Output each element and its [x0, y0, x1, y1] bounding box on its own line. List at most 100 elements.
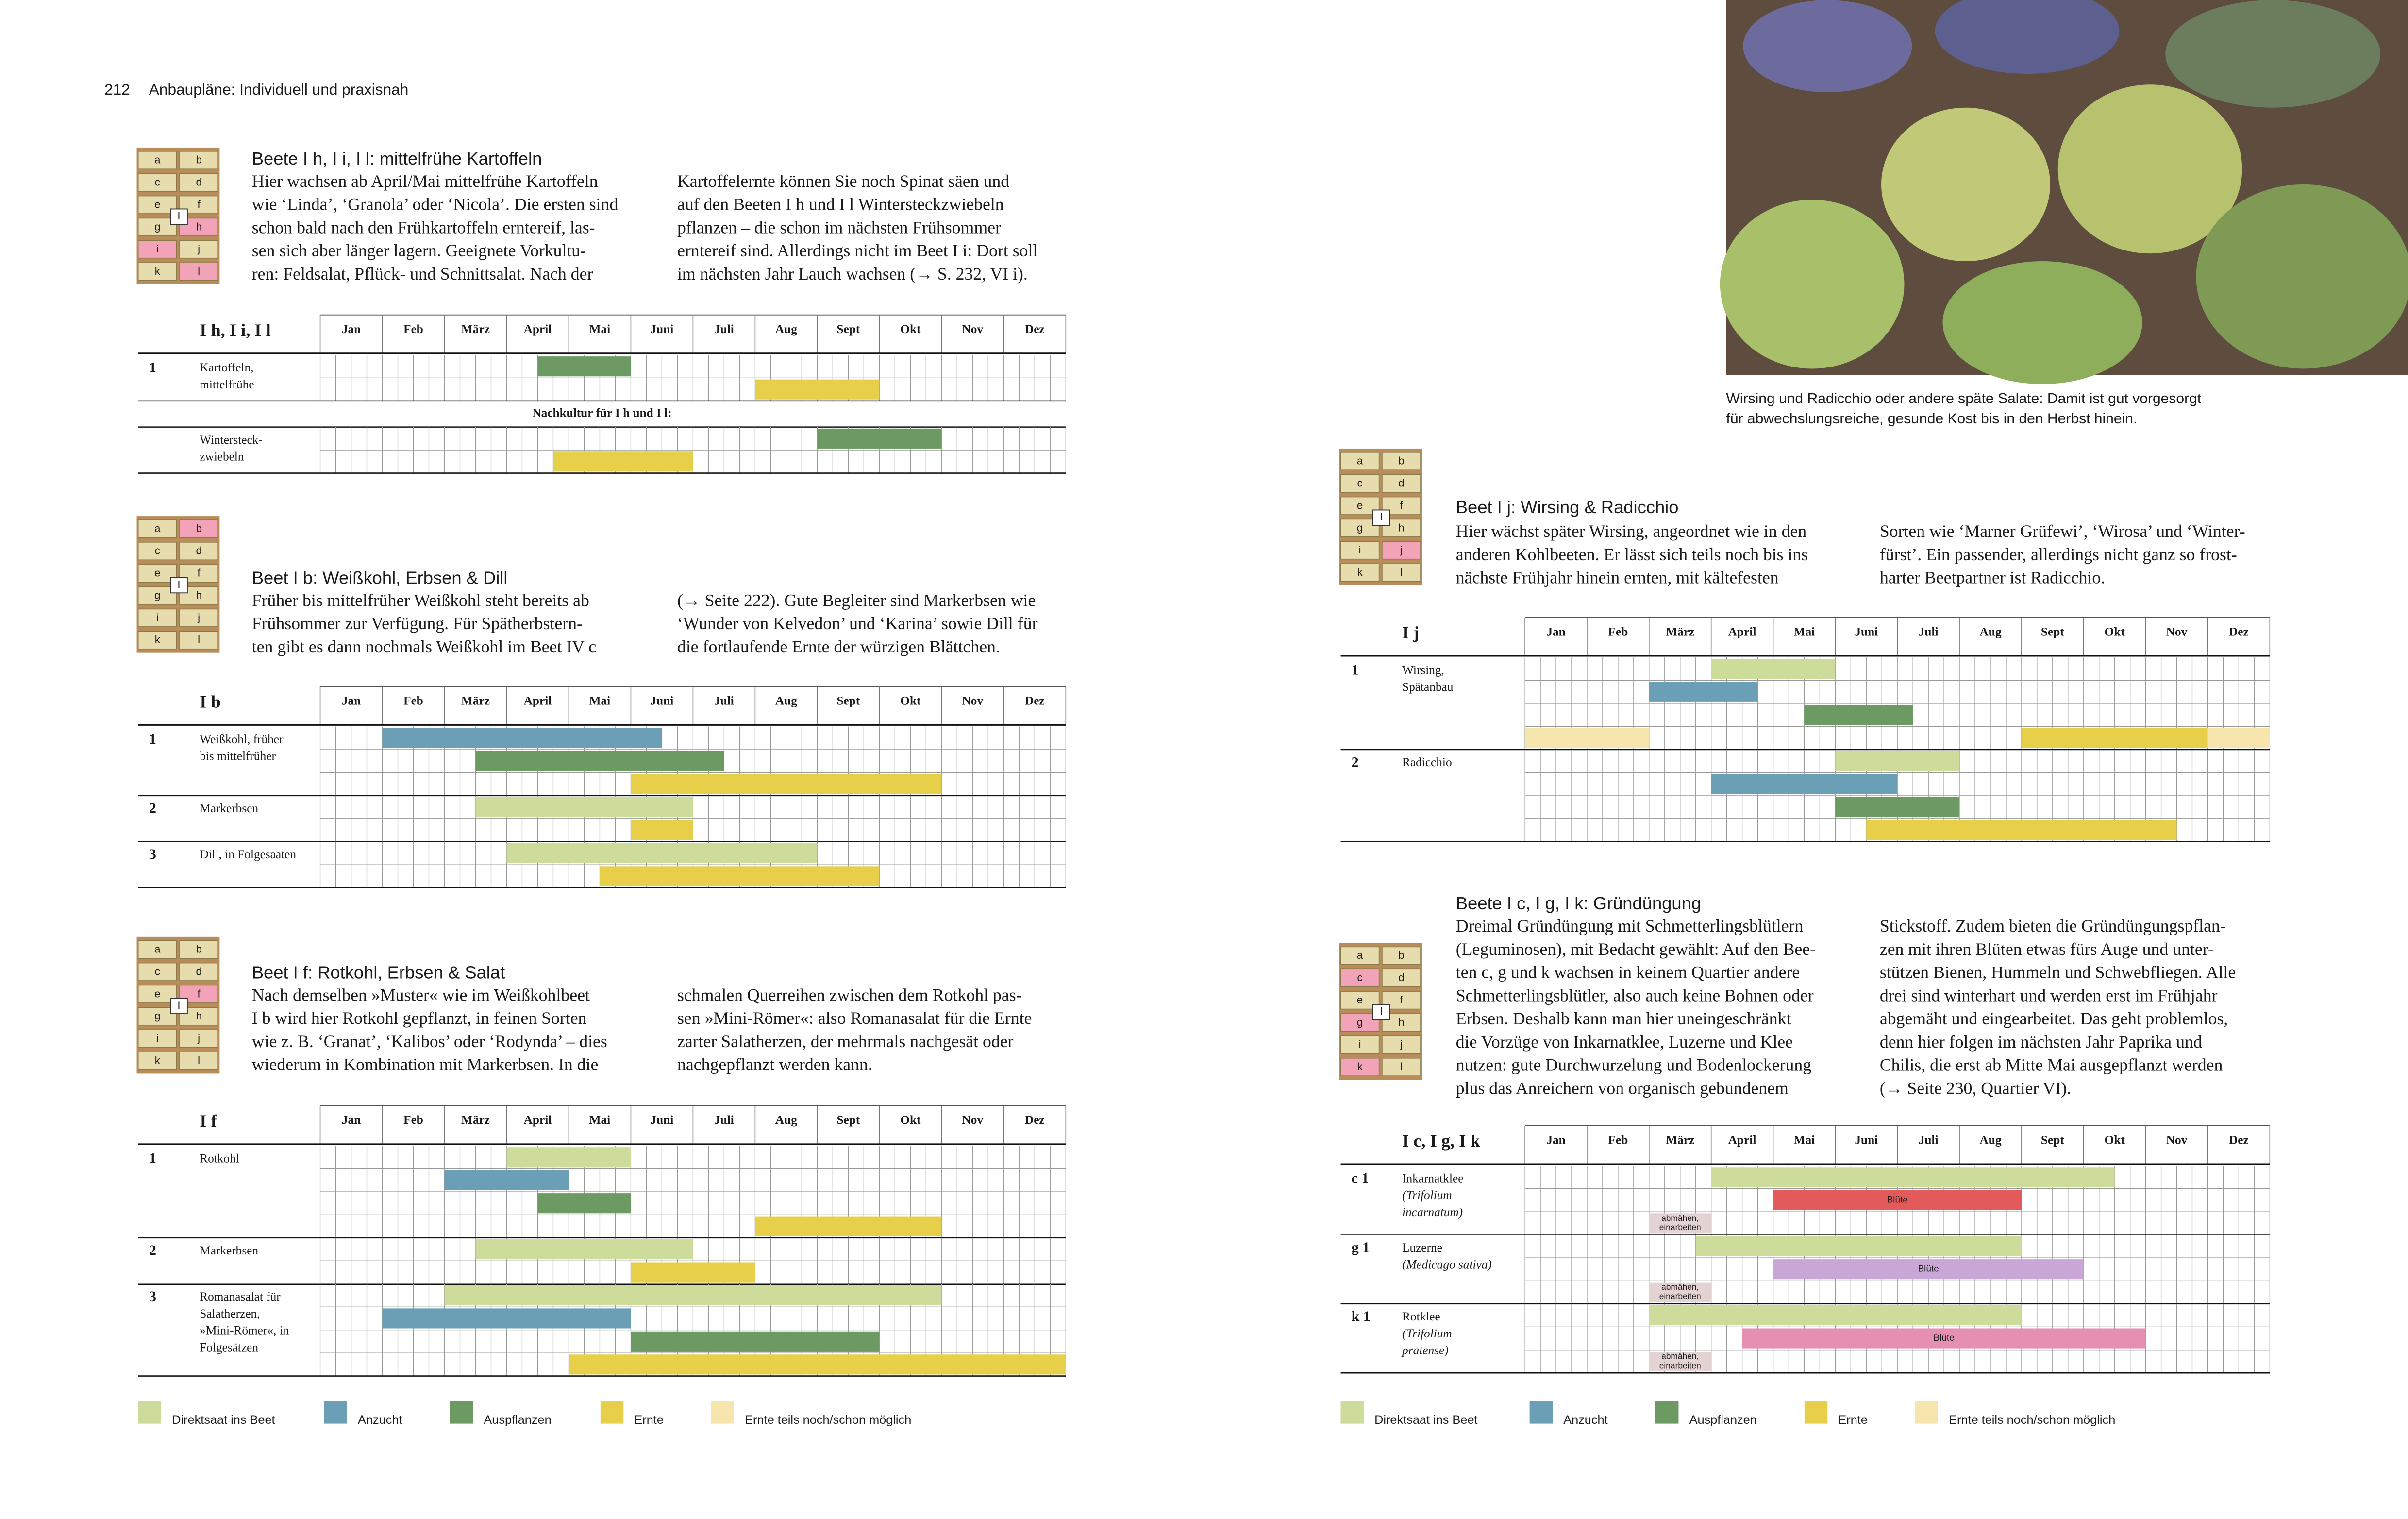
- row-name: Dill, in Folgesaaten: [200, 848, 296, 861]
- body-text: wie ‘Linda’, ‘Granola’ oder ‘Nicola’. Di…: [252, 195, 619, 214]
- bed-cell-label: b: [1398, 455, 1404, 467]
- bed-cell: [137, 631, 177, 650]
- month-label: Feb: [403, 322, 423, 336]
- legend-label: Direktsaat ins Beet: [1374, 1413, 1477, 1427]
- bed-cell-label: c: [1357, 477, 1363, 489]
- body-text: Frühsommer zur Verfügung. Für Spätherbst…: [252, 614, 583, 633]
- bed-cell-label: a: [154, 154, 161, 166]
- body-text: nächste Frühjahr hinein ernten, mit kält…: [1456, 568, 1779, 587]
- month-label: April: [1728, 625, 1756, 638]
- row-latin: incarnatum): [1402, 1205, 1463, 1219]
- body-text: I b wird hier Rotkohl gepflanzt, in fein…: [252, 1008, 587, 1028]
- month-label: Dez: [2229, 625, 2249, 638]
- body-text: Schmetterlingsblütler, also auch keine B…: [1456, 985, 1814, 1005]
- period-bar: [1866, 820, 2177, 840]
- body-text: schon bald nach den Frühkartoffeln ernte…: [252, 217, 595, 237]
- month-label: Jan: [1546, 625, 1565, 638]
- body-text: nachgepflanzt werden kann.: [677, 1055, 872, 1074]
- bed-cell: [1340, 946, 1380, 965]
- bar-label: Blüte: [1887, 1195, 1908, 1205]
- group-number: k 1: [1352, 1308, 1371, 1324]
- legend-swatch: [1804, 1401, 1828, 1424]
- photo-lettuce: [2196, 184, 2408, 369]
- month-label: Jan: [342, 1113, 361, 1127]
- bed-cell: [179, 1052, 218, 1070]
- group-number: 1: [149, 731, 156, 747]
- bed-cell: [179, 940, 218, 959]
- bed-cell-label: a: [154, 943, 161, 955]
- bed-cell: [179, 631, 218, 650]
- bed-cell: [1340, 1035, 1380, 1054]
- period-bar: [537, 1193, 631, 1214]
- bed-cell: [1340, 541, 1380, 560]
- body-text: Sorten wie ‘Marner Grüfewi’, ‘Wirosa’ un…: [1880, 521, 2245, 541]
- group-number: 1: [149, 359, 156, 375]
- bed-cell: [137, 1007, 177, 1026]
- period-bar: [631, 820, 693, 840]
- bed-cell: [1382, 474, 1421, 493]
- month-label: Juli: [714, 1113, 734, 1127]
- month-label: Juli: [1919, 1133, 1939, 1147]
- legend-label: Anzucht: [358, 1413, 402, 1427]
- bed-cell-label: f: [198, 198, 201, 210]
- bar-label: Blüte: [1918, 1264, 1939, 1274]
- row-name: Markerbsen: [200, 801, 258, 815]
- period-bar: [1711, 1167, 2115, 1187]
- bed-cell-label: g: [154, 220, 160, 233]
- row-name: Rotkohl: [200, 1152, 239, 1165]
- body-text: die Vorzüge von Inkarnatklee, Luzerne un…: [1456, 1032, 1793, 1052]
- body-text: zarter Salatherzen, der mehrmals nachges…: [677, 1032, 1014, 1051]
- bed-cell-label: h: [196, 589, 201, 601]
- legend-label: Ernte: [1838, 1413, 1867, 1427]
- month-label: Mai: [589, 322, 611, 336]
- body-text: sen »Mini-Römer«: also Romanasalat für d…: [677, 1008, 1032, 1028]
- bed-cell-label: a: [1357, 455, 1363, 467]
- period-bar: [537, 356, 631, 377]
- bed-cell: [1340, 563, 1380, 582]
- month-label: Juni: [1855, 1133, 1878, 1147]
- body-text: auf den Beeten I h und I l Wintersteckzw…: [677, 195, 1004, 214]
- body-text: Hier wachsen ab April/Mai mittelfrühe Ka…: [252, 171, 598, 191]
- table-label: I c, I g, I k: [1402, 1131, 1480, 1151]
- bed-cell: [137, 962, 177, 981]
- row-name: Wirsing,: [1402, 663, 1444, 677]
- bed-cell: [1382, 1035, 1421, 1054]
- body-text: (Leguminosen), mit Bedacht gewählt: Auf …: [1456, 939, 1816, 959]
- row-name: Luzerne: [1402, 1241, 1442, 1254]
- bed-cell: [137, 542, 177, 561]
- group-number: 2: [149, 800, 156, 816]
- group-number: 3: [149, 846, 156, 862]
- body-text: denn hier folgen im nächsten Jahr Paprik…: [1880, 1032, 2202, 1052]
- period-bar: [1773, 1190, 2022, 1210]
- month-label: Juni: [1855, 625, 1878, 638]
- body-text: abgemäht und eingearbeitet. Das geht pro…: [1880, 1009, 2228, 1028]
- running-title: Anbaupläne: Individuell und praxisnah: [149, 81, 409, 98]
- row-name: mittelfrühe: [200, 378, 254, 391]
- section-title: Beet I b: Weißkohl, Erbsen & Dill: [252, 568, 508, 587]
- month-label: Sept: [836, 1113, 860, 1127]
- month-label: Nov: [962, 1113, 984, 1127]
- period-bar: [553, 451, 693, 472]
- bed-cell-label: d: [196, 545, 201, 557]
- month-label: April: [1728, 1133, 1756, 1147]
- body-text: ten c, g und k wachsen in keinem Quartie…: [1456, 963, 1800, 982]
- photo-cabbage: [1743, 0, 1912, 93]
- month-label: Jan: [342, 322, 361, 336]
- month-label: Juli: [714, 322, 734, 336]
- body-text: zen mit ihren Blüten etwas fürs Auge und…: [1880, 939, 2214, 959]
- body-text: (→ Seite 222). Gute Begleiter sind Marke…: [677, 590, 1036, 610]
- bed-cell: [179, 962, 218, 981]
- row-name: »Mini-Römer«, in: [200, 1324, 289, 1337]
- period-bar: [600, 866, 880, 886]
- bed-cell: [1340, 452, 1380, 471]
- bed-cell-label: b: [196, 154, 201, 166]
- period-bar: [475, 797, 693, 818]
- bed-cell-label: j: [1400, 1038, 1403, 1051]
- legend-label: Ernte teils noch/schon möglich: [745, 1413, 911, 1427]
- month-label: Nov: [2166, 1133, 2188, 1147]
- period-bar: [631, 1331, 880, 1352]
- photo-cabbage: [1935, 0, 2120, 74]
- month-label: Juli: [1919, 625, 1939, 638]
- month-label: Sept: [836, 322, 860, 336]
- bed-cell: [1382, 541, 1421, 560]
